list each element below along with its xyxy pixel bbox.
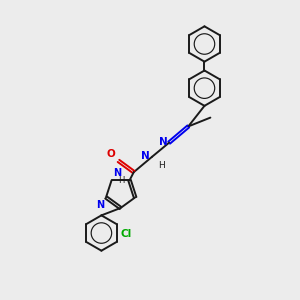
Text: H: H [118,176,124,185]
Text: N: N [113,168,121,178]
Text: N: N [159,137,167,147]
Text: O: O [107,148,116,158]
Text: N: N [96,200,104,210]
Text: Cl: Cl [120,229,131,238]
Text: H: H [158,161,165,170]
Text: N: N [141,151,150,160]
